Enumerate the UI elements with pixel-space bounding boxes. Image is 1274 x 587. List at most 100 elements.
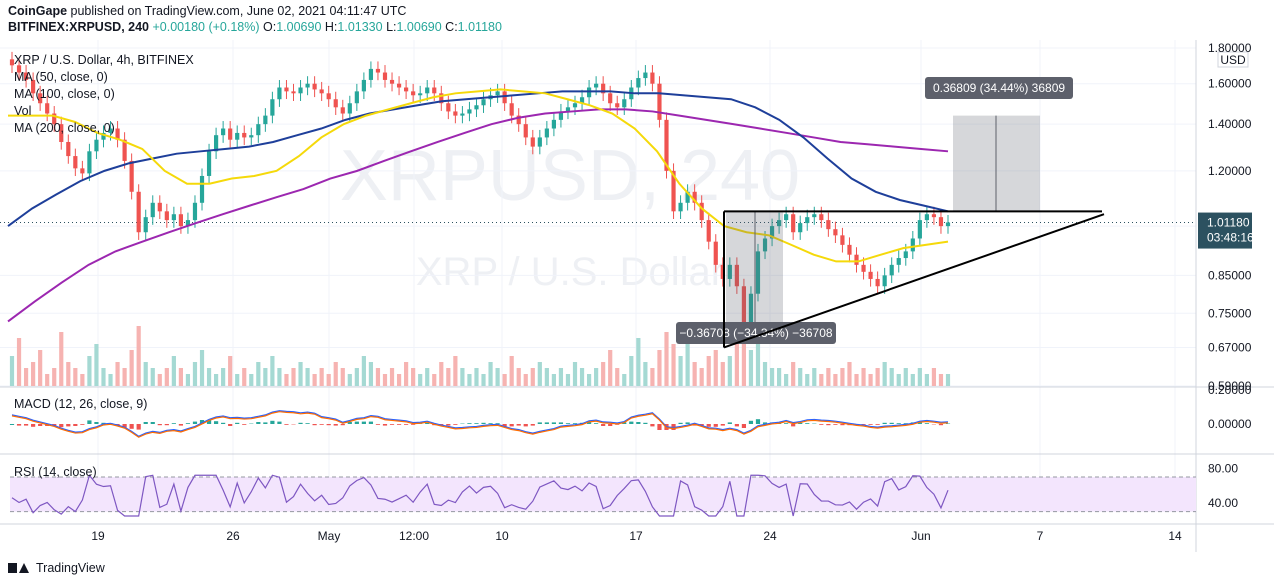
macd-histogram-bar [326,424,331,426]
macd-histogram-bar [157,424,162,426]
macd-histogram-bar [840,424,845,426]
measure-down-label: −0.36708 (−34.34%) −36708 [679,326,832,340]
candle-body [305,83,310,88]
macd-histogram-bar [551,422,556,424]
symbol-ohlc-line: BITFINEX:XRPUSD, 240 +0.00180 (+0.18%) O… [8,20,502,34]
volume-bar [601,362,606,386]
rsi-tick: 40.00 [1208,496,1238,510]
macd-histogram-bar [509,424,514,427]
legend-ma200[interactable]: MA (200, close, 0) [14,121,115,135]
candle-body [875,278,880,287]
legend-vol[interactable]: Vol [14,104,32,118]
candle-body [23,72,29,80]
candle-body [692,191,697,203]
volume-bar [277,368,282,386]
candle-body [59,124,64,142]
volume-bar [551,374,556,386]
volume-bar [910,374,915,386]
candle-body [938,217,944,227]
candle-body [136,191,141,233]
candle-body [868,271,873,279]
candle-body [699,202,704,221]
volume-bar [474,368,479,386]
volume-bar [678,356,683,386]
volume-bar [847,362,852,386]
volume-bar [868,374,873,386]
candle-body [256,124,261,136]
macd-histogram-bar [333,424,338,426]
macd-histogram-bar [924,423,929,424]
macd-tick: 0.00000 [1208,417,1252,431]
candle-body [755,251,761,294]
candle-body [671,170,676,212]
legend-macd[interactable]: MACD (12, 26, close, 9) [14,397,148,411]
volume-bar [671,344,676,386]
volume-bar [178,368,183,386]
macd-histogram-bar [889,422,894,424]
macd-histogram-bar [741,424,747,428]
price-tick: 0.85000 [1208,268,1252,282]
legend-ma100[interactable]: MA (100, close, 0) [14,87,115,101]
volume-bar [361,356,366,386]
candle-body [284,87,289,92]
volume-bar [924,374,929,386]
volume-bar [418,374,423,386]
macd-histogram-bar [143,422,148,424]
price-chart[interactable]: XRPUSD, 240 XRP / U.S. Dollar 0.36809 (34… [0,40,1274,552]
volume-bar [129,350,134,386]
macd-histogram-bar [185,423,191,424]
candle-body [115,128,120,140]
candle-body [347,103,352,114]
candle-body [861,264,866,272]
candle-body [685,191,690,203]
macd-histogram-bar [826,424,831,426]
candle-body [791,214,796,233]
time-tick: 19 [91,529,105,543]
macd-histogram-bar [425,422,430,424]
volume-bar [312,374,317,386]
candle-body [446,103,451,112]
macd-histogram-bar [594,423,599,424]
volume-bar [115,362,120,386]
volume-bar [819,374,824,386]
candle-body [812,214,817,218]
volume-bar [23,368,29,386]
candle-body [889,264,894,276]
macd-histogram-bar [903,423,908,424]
volume-bar [586,374,592,386]
volume-bar [263,368,268,386]
candle-body [411,91,416,96]
macd-histogram-bar [720,424,725,426]
macd-histogram-bar [938,424,944,426]
volume-bar [713,350,718,386]
time-tick: 14 [1168,529,1182,543]
macd-histogram-bar [622,422,627,424]
candle-body [425,87,430,94]
volume-bar [31,362,36,386]
candle-body [903,251,908,259]
price-tick: 1.60000 [1208,77,1252,91]
volume-bar [615,368,620,386]
rsi-band [10,477,1196,512]
candle-body [819,214,824,221]
measure-up-label: 0.36809 (34.44%) 36809 [933,81,1065,95]
volume-bar [777,368,782,386]
volume-bar [284,374,289,386]
candle-body [572,103,578,108]
candle-body [931,214,937,218]
macd-histogram-bar [270,420,275,424]
candle-body [826,220,831,230]
candle-body [87,151,92,174]
legend-rsi[interactable]: RSI (14, close) [14,465,97,479]
candle-body [664,119,669,171]
publish-info: CoinGape published on TradingView.com, J… [8,4,407,18]
volume-bar [94,344,99,386]
volume-bar [882,362,887,386]
legend-ma50[interactable]: MA (50, close, 0) [14,70,108,84]
candle-body [734,264,739,287]
current-price-value: 1.01180 [1207,216,1250,230]
candle-body [108,128,113,133]
macd-histogram-bar [80,424,85,425]
candle-body [720,264,725,279]
ma50-line [8,88,949,263]
